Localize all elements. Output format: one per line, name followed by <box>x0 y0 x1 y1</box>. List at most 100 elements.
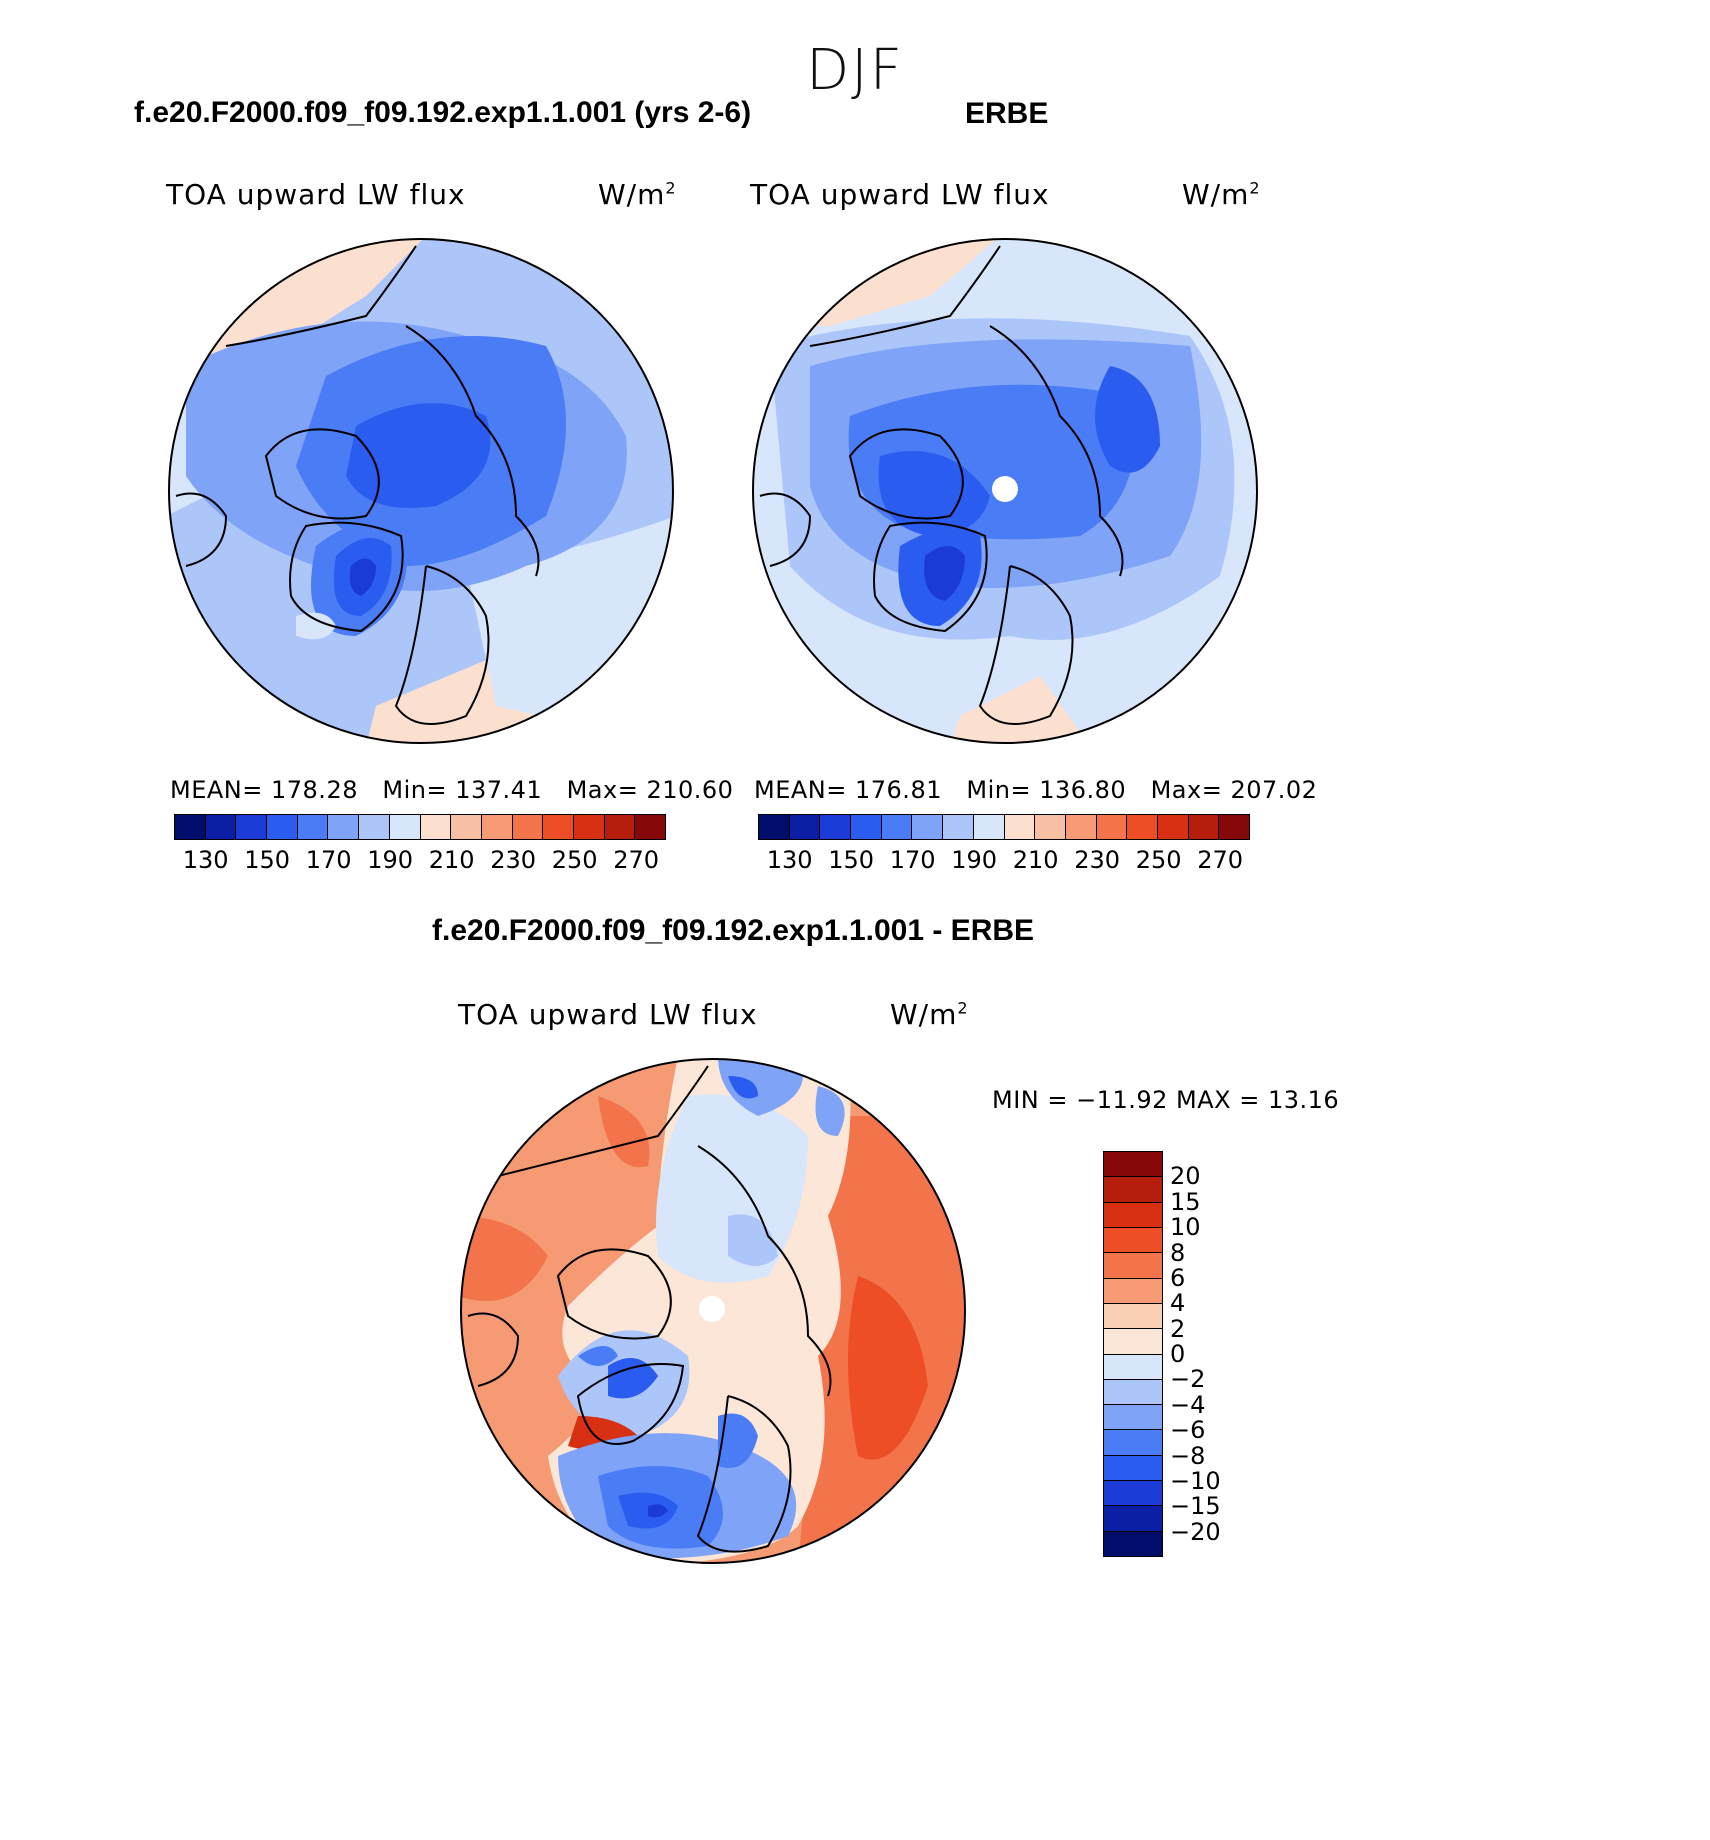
diff-colorbar <box>1103 1151 1163 1557</box>
colorbar-swatch <box>1188 815 1220 839</box>
model-variable-label: TOA upward LW flux <box>166 178 466 211</box>
model-stats: MEAN= 178.28 Min= 137.41 Max= 210.60 <box>170 776 734 804</box>
colorbar-tick-label: −6 <box>1170 1416 1206 1445</box>
colorbar-swatch <box>1104 1227 1162 1254</box>
colorbar-tick-label: 210 <box>1012 846 1059 874</box>
colorbar-tick-label: −10 <box>1170 1466 1221 1495</box>
colorbar-tick-label: 20 <box>1170 1162 1201 1191</box>
colorbar-tick-label: 190 <box>367 846 414 874</box>
colorbar-tick-label: 130 <box>182 846 229 874</box>
colorbar-tick-label: 10 <box>1170 1213 1201 1242</box>
colorbar-tick-label: 8 <box>1170 1238 1186 1267</box>
colorbar-swatch <box>1104 1152 1162 1178</box>
colorbar-swatch <box>389 815 421 839</box>
colorbar-tick-label: 150 <box>828 846 875 874</box>
colorbar-tick-label: −8 <box>1170 1441 1206 1470</box>
colorbar-swatch <box>1104 1202 1162 1228</box>
colorbar-swatch <box>451 815 482 839</box>
diff-polar-map <box>460 1058 966 1564</box>
colorbar-swatch <box>359 815 390 839</box>
colorbar-swatch <box>943 815 974 839</box>
colorbar-tick-label: 4 <box>1170 1289 1186 1318</box>
colorbar-swatch <box>1104 1405 1162 1431</box>
colorbar-tick-label: 15 <box>1170 1187 1201 1216</box>
colorbar-tick-label: 270 <box>613 846 660 874</box>
colorbar-swatch <box>1104 1253 1162 1279</box>
colorbar-swatch <box>789 815 821 839</box>
colorbar-swatch <box>1035 815 1066 839</box>
diff-colorbar-ticks: 20 15 10 8 6 4 2 0 −2 −4 −6 −8 −10 −15 −20 <box>1170 1151 1230 1557</box>
colorbar-swatch <box>1104 1278 1162 1304</box>
colorbar-swatch <box>328 815 360 839</box>
colorbar-tick-label: 2 <box>1170 1314 1186 1343</box>
colorbar-tick-label: 6 <box>1170 1263 1186 1292</box>
diff-minmax: MIN = −11.92 MAX = 13.16 <box>992 1086 1340 1114</box>
colorbar-swatch <box>297 815 329 839</box>
colorbar-swatch <box>1004 815 1036 839</box>
model-panel-title: f.e20.F2000.f09_f09.192.exp1.1.001 (yrs … <box>134 96 752 129</box>
colorbar-swatch <box>1104 1481 1162 1507</box>
colorbar-tick-label: −15 <box>1170 1492 1221 1521</box>
colorbar-tick-label: −2 <box>1170 1365 1206 1394</box>
colorbar-swatch <box>267 815 298 839</box>
colorbar-tick-label: 190 <box>951 846 998 874</box>
colorbar-swatch <box>881 815 913 839</box>
colorbar-swatch <box>236 815 268 839</box>
colorbar-tick-label: 210 <box>428 846 475 874</box>
colorbar-swatch <box>1104 1177 1162 1203</box>
colorbar-swatch <box>1219 815 1249 839</box>
obs-variable-label: TOA upward LW flux <box>750 178 1050 211</box>
model-colorbar-ticks: 130 150 170 190 210 230 250 270 <box>174 846 666 876</box>
colorbar-tick-label: 250 <box>1135 846 1182 874</box>
colorbar-swatch <box>759 815 790 839</box>
model-polar-map <box>168 238 674 744</box>
obs-units-label: W/m2 <box>1182 178 1261 211</box>
colorbar-swatch <box>1127 815 1158 839</box>
colorbar-swatch <box>1104 1455 1162 1482</box>
colorbar-swatch <box>1157 815 1189 839</box>
obs-colorbar-ticks: 130 150 170 190 210 230 250 270 <box>758 846 1250 876</box>
colorbar-swatch <box>604 815 636 839</box>
colorbar-swatch <box>543 815 574 839</box>
colorbar-swatch <box>1096 815 1128 839</box>
colorbar-swatch <box>1065 815 1097 839</box>
colorbar-swatch <box>851 815 882 839</box>
model-colorbar <box>174 814 666 840</box>
obs-polar-map <box>752 238 1258 744</box>
colorbar-swatch <box>1104 1430 1162 1456</box>
colorbar-swatch <box>820 815 852 839</box>
obs-panel-title: ERBE <box>965 97 1049 130</box>
colorbar-swatch <box>973 815 1005 839</box>
colorbar-tick-label: 270 <box>1197 846 1244 874</box>
colorbar-swatch <box>1104 1303 1162 1330</box>
colorbar-swatch <box>912 815 944 839</box>
colorbar-tick-label: −20 <box>1170 1517 1221 1546</box>
colorbar-swatch <box>635 815 665 839</box>
colorbar-tick-label: 0 <box>1170 1340 1186 1368</box>
model-units-label: W/m2 <box>598 178 677 211</box>
colorbar-swatch <box>1104 1329 1162 1355</box>
colorbar-tick-label: 250 <box>551 846 598 874</box>
colorbar-tick-label: 170 <box>305 846 352 874</box>
colorbar-swatch <box>512 815 544 839</box>
colorbar-tick-label: 230 <box>1074 846 1121 874</box>
colorbar-tick-label: −4 <box>1170 1390 1206 1419</box>
colorbar-swatch <box>573 815 605 839</box>
colorbar-swatch <box>205 815 237 839</box>
season-title: DJF <box>806 38 904 103</box>
colorbar-tick-label: 170 <box>889 846 936 874</box>
colorbar-swatch <box>481 815 513 839</box>
colorbar-swatch <box>1104 1506 1162 1532</box>
colorbar-swatch <box>1104 1379 1162 1406</box>
colorbar-swatch <box>175 815 206 839</box>
obs-colorbar <box>758 814 1250 840</box>
obs-stats: MEAN= 176.81 Min= 136.80 Max= 207.02 <box>754 776 1318 804</box>
colorbar-swatch <box>1104 1531 1162 1556</box>
colorbar-swatch <box>420 815 452 839</box>
colorbar-swatch <box>1104 1354 1162 1380</box>
diff-units-label: W/m2 <box>890 998 969 1031</box>
colorbar-tick-label: 130 <box>766 846 813 874</box>
diff-panel-title: f.e20.F2000.f09_f09.192.exp1.1.001 - ERB… <box>432 914 1035 947</box>
colorbar-tick-label: 230 <box>490 846 537 874</box>
colorbar-tick-label: 150 <box>244 846 291 874</box>
